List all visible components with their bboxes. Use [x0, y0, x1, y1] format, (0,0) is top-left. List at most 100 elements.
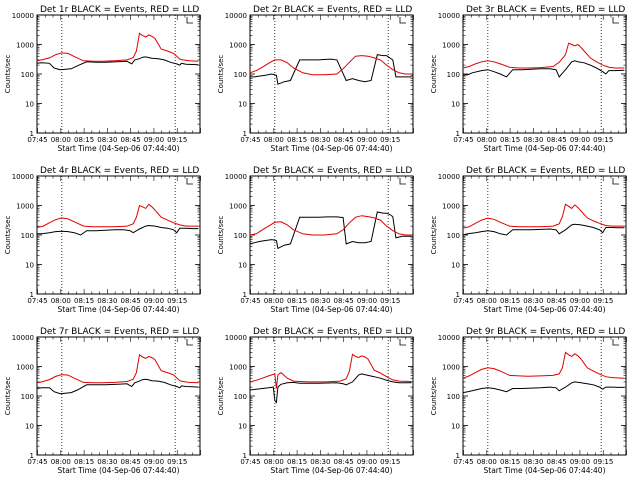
panel-title: Det 9r BLACK = Events, RED = LLD — [466, 327, 625, 337]
x-tick-label: 07:45 — [27, 297, 47, 305]
corner-marker — [399, 178, 406, 185]
x-tick-label: 08:45 — [121, 458, 141, 466]
x-tick-label: 08:15 — [500, 458, 520, 466]
y-tick-label: 10000 — [225, 334, 247, 342]
x-tick-label: 09:15 — [167, 297, 187, 305]
x-tick-label: 08:30 — [310, 458, 330, 466]
y-tick-label: 100 — [234, 71, 247, 79]
y-tick-label: 1 — [456, 291, 460, 299]
x-tick-label: 09:15 — [593, 136, 613, 144]
x-tick-label: 08:30 — [523, 297, 543, 305]
y-axis-label: Counts/sec — [217, 55, 225, 94]
x-tick-label: 07:45 — [240, 136, 260, 144]
x-tick-label: 07:45 — [27, 136, 47, 144]
y-tick-label: 1000 — [229, 364, 247, 372]
plot-frame — [462, 14, 627, 134]
y-tick-label: 10000 — [225, 12, 247, 20]
x-tick-label: 09:00 — [357, 136, 377, 144]
x-axis-label: Start Time (04-Sep-06 07:44:40) — [271, 305, 393, 314]
x-tick-label: 08:45 — [334, 297, 354, 305]
series-line-events — [250, 54, 412, 85]
y-tick-label: 1000 — [229, 203, 247, 211]
x-tick-label: 09:00 — [570, 136, 590, 144]
x-tick-label: 08:15 — [287, 297, 307, 305]
y-tick-label: 1 — [30, 291, 34, 299]
y-tick-label: 1 — [30, 130, 34, 138]
plot-frame — [249, 175, 414, 295]
panel-title: Det 6r BLACK = Events, RED = LLD — [466, 166, 625, 176]
x-tick-label: 07:45 — [453, 297, 473, 305]
y-axis-label: Counts/sec — [217, 216, 225, 255]
plot-frame — [36, 336, 201, 456]
x-tick-label: 08:00 — [477, 458, 497, 466]
x-axis-label: Start Time (04-Sep-06 07:44:40) — [58, 466, 180, 475]
x-axis-label: Start Time (04-Sep-06 07:44:40) — [271, 466, 393, 475]
y-tick-label: 10 — [25, 262, 34, 270]
x-tick-label: 08:00 — [477, 136, 497, 144]
x-tick-label: 08:15 — [74, 458, 94, 466]
y-axis-label: Counts/sec — [4, 216, 12, 255]
series-line-lld — [249, 55, 412, 76]
y-tick-label: 10 — [451, 262, 460, 270]
detector-panel-2: Det 2r BLACK = Events, RED = LLD 1 10 100 10… — [217, 5, 414, 153]
x-tick-label: 09:00 — [144, 297, 164, 305]
y-axis-label: Counts/sec — [430, 377, 438, 416]
y-tick-label: 10 — [451, 101, 460, 109]
detector-panel-4: Det 4r BLACK = Events, RED = LLD 1 10 100 10… — [4, 166, 201, 314]
y-tick-label: 10000 — [438, 334, 460, 342]
y-tick-label: 1 — [456, 452, 460, 460]
x-tick-label: 09:15 — [380, 458, 400, 466]
y-tick-label: 10 — [238, 101, 247, 109]
corner-marker — [186, 178, 193, 185]
detector-panel-5: Det 5r BLACK = Events, RED = LLD 1 10 100 10… — [217, 166, 414, 314]
x-tick-label: 08:45 — [547, 297, 567, 305]
x-tick-label: 09:15 — [167, 458, 187, 466]
panel-title: Det 8r BLACK = Events, RED = LLD — [253, 327, 412, 337]
y-axis-label: Counts/sec — [217, 377, 225, 416]
x-tick-label: 08:45 — [334, 458, 354, 466]
x-tick-label: 08:15 — [287, 136, 307, 144]
y-tick-label: 100 — [21, 71, 34, 79]
x-tick-label: 07:45 — [240, 458, 260, 466]
plot-frame — [36, 14, 201, 134]
x-tick-label: 08:15 — [74, 136, 94, 144]
corner-marker — [612, 339, 619, 346]
y-tick-label: 100 — [21, 393, 34, 401]
x-tick-label: 08:00 — [264, 136, 284, 144]
series-line-lld — [462, 203, 625, 229]
y-tick-label: 1000 — [229, 42, 247, 50]
x-tick-label: 08:15 — [500, 136, 520, 144]
y-tick-label: 10 — [238, 423, 247, 431]
x-tick-label: 07:45 — [453, 458, 473, 466]
x-tick-label: 09:00 — [357, 297, 377, 305]
x-tick-label: 08:15 — [500, 297, 520, 305]
y-tick-label: 10000 — [225, 173, 247, 181]
y-tick-label: 1000 — [442, 203, 460, 211]
x-tick-label: 08:30 — [310, 136, 330, 144]
detector-panel-8: Det 8r BLACK = Events, RED = LLD 1 10 100 10… — [217, 327, 414, 475]
y-tick-label: 100 — [447, 232, 460, 240]
x-tick-label: 09:15 — [380, 136, 400, 144]
corner-marker — [399, 17, 406, 24]
y-tick-label: 1000 — [442, 364, 460, 372]
y-tick-label: 100 — [447, 393, 460, 401]
x-tick-label: 07:45 — [27, 458, 47, 466]
y-tick-label: 100 — [21, 232, 34, 240]
y-tick-label: 10 — [25, 101, 34, 109]
y-axis-label: Counts/sec — [4, 377, 12, 416]
y-tick-label: 10000 — [12, 334, 34, 342]
detector-panel-7: Det 7r BLACK = Events, RED = LLD 1 10 100 10… — [4, 327, 201, 475]
x-tick-label: 08:00 — [51, 297, 71, 305]
series-line-lld — [36, 203, 199, 228]
x-axis-label: Start Time (04-Sep-06 07:44:40) — [58, 144, 180, 153]
x-tick-label: 09:15 — [593, 458, 613, 466]
series-line-lld — [249, 353, 412, 389]
panel-title: Det 7r BLACK = Events, RED = LLD — [40, 327, 199, 337]
detector-panel-3: Det 3r BLACK = Events, RED = LLD 1 10 100 10… — [430, 5, 627, 153]
series-line-lld — [36, 32, 199, 62]
corner-marker — [612, 178, 619, 185]
x-tick-label: 08:30 — [523, 458, 543, 466]
y-tick-label: 1 — [243, 452, 247, 460]
y-tick-label: 1000 — [16, 42, 34, 50]
